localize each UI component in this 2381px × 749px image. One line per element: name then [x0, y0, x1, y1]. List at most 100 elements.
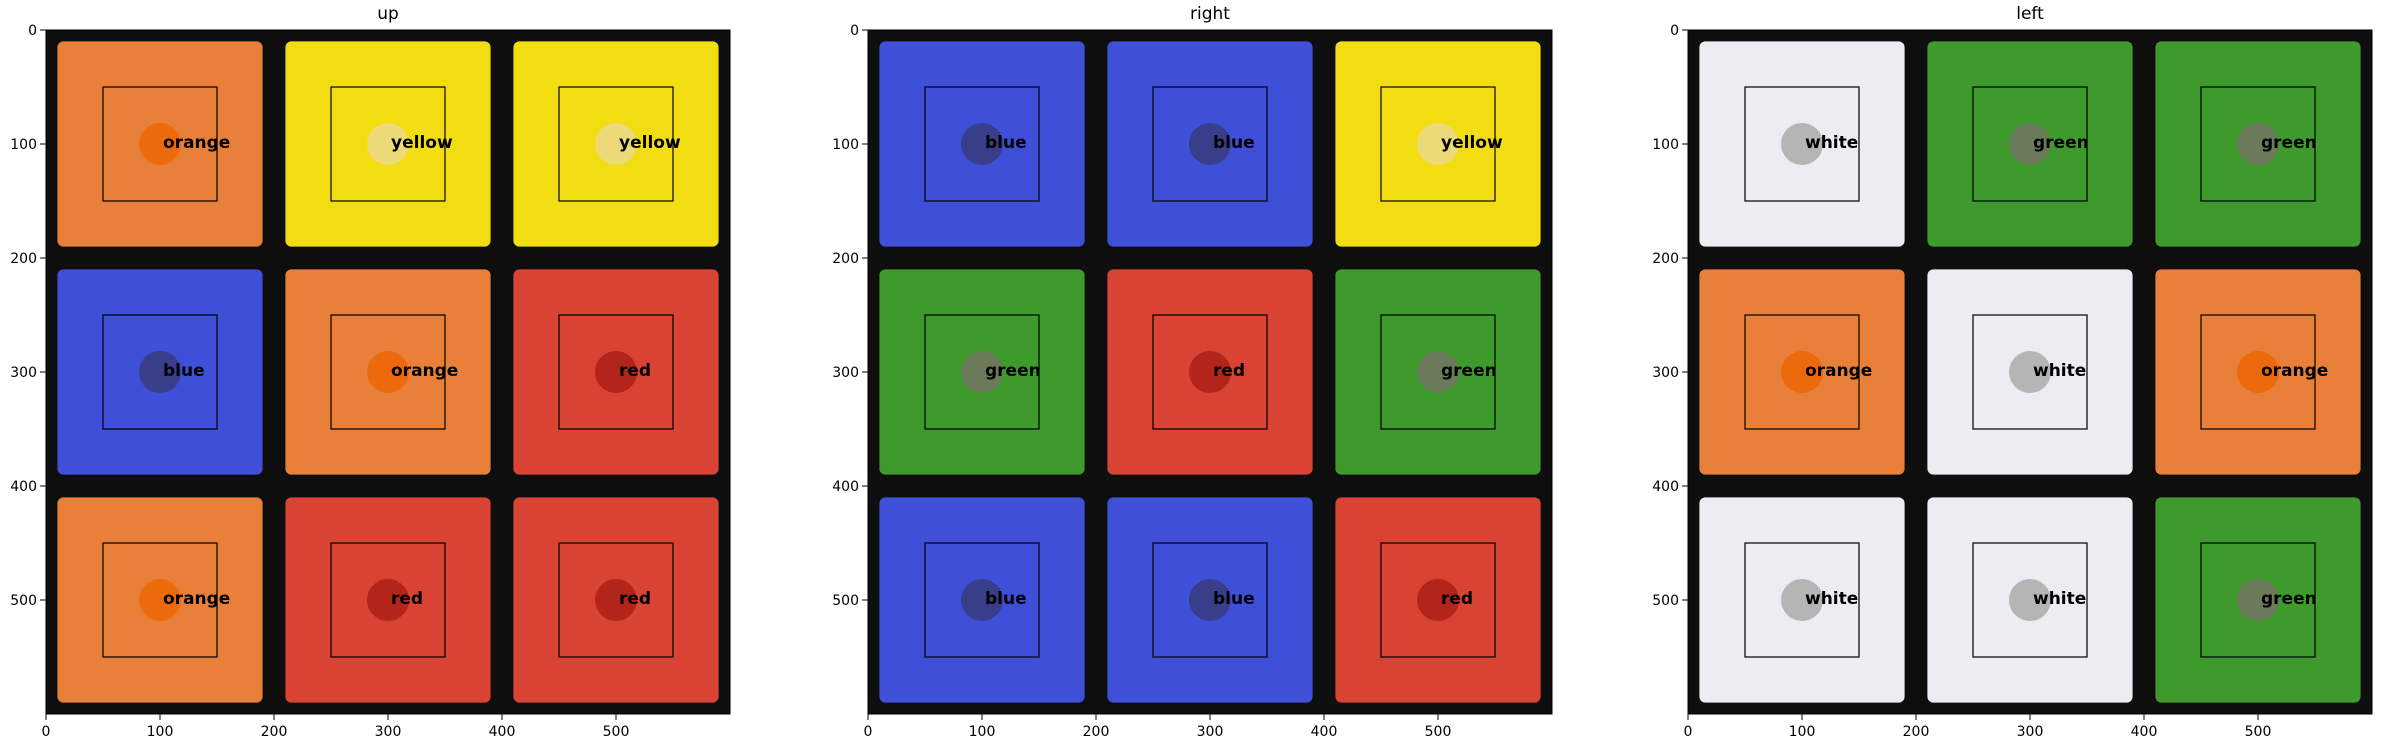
x-tick-label: 300 — [375, 724, 402, 740]
color-marker — [2009, 579, 2051, 621]
cell-label: green — [985, 361, 1041, 381]
panel-title: up — [377, 4, 399, 24]
x-tick-label: 200 — [261, 724, 288, 740]
color-marker — [2009, 123, 2051, 165]
y-tick-label: 400 — [832, 479, 859, 495]
cell-label: red — [619, 361, 651, 381]
sample-box — [1744, 314, 1860, 430]
color-marker — [961, 351, 1003, 393]
panel-up: up orange yellow yellow blue orange red orange r… — [10, 4, 731, 740]
cell-label: blue — [985, 133, 1027, 153]
panel-title: left — [2016, 4, 2044, 24]
y-tick-label: 0 — [28, 23, 37, 39]
color-marker — [367, 579, 409, 621]
color-marker — [961, 123, 1003, 165]
color-marker — [961, 579, 1003, 621]
x-tick-label: 300 — [1197, 724, 1224, 740]
cell-label: orange — [391, 361, 458, 381]
color-marker — [1781, 123, 1823, 165]
cell-label: red — [1213, 361, 1245, 381]
x-tick-label: 400 — [489, 724, 516, 740]
sample-box — [102, 314, 218, 430]
x-tick-label: 0 — [42, 724, 51, 740]
cell-label: yellow — [391, 133, 453, 153]
color-marker — [2009, 351, 2051, 393]
sample-box — [1744, 86, 1860, 202]
color-marker — [1189, 351, 1231, 393]
sample-box — [1152, 542, 1268, 658]
color-marker — [595, 351, 637, 393]
x-tick-label: 100 — [147, 724, 174, 740]
x-tick-label: 0 — [864, 724, 873, 740]
sample-box — [1744, 542, 1860, 658]
color-marker — [595, 123, 637, 165]
color-marker — [1417, 351, 1459, 393]
cell-label: white — [2033, 361, 2086, 381]
y-tick-label: 100 — [832, 137, 859, 153]
color-marker — [1189, 123, 1231, 165]
y-tick-label: 400 — [1652, 479, 1679, 495]
cell-label: green — [2261, 133, 2317, 153]
sample-box — [1380, 314, 1496, 430]
color-marker — [595, 579, 637, 621]
color-marker — [139, 351, 181, 393]
sample-box — [924, 542, 1040, 658]
x-tick-label: 100 — [1789, 724, 1816, 740]
cell-label: red — [619, 589, 651, 609]
y-tick-label: 400 — [10, 479, 37, 495]
cell-label: white — [1805, 133, 1858, 153]
color-marker — [367, 351, 409, 393]
y-tick-label: 300 — [832, 365, 859, 381]
y-tick-label: 0 — [1670, 23, 1679, 39]
color-marker — [367, 123, 409, 165]
color-marker — [1189, 579, 1231, 621]
cell-label: blue — [985, 589, 1027, 609]
sample-box — [1380, 86, 1496, 202]
sample-box — [1152, 86, 1268, 202]
x-tick-label: 400 — [2131, 724, 2158, 740]
cell-label: orange — [1805, 361, 1872, 381]
color-marker — [139, 123, 181, 165]
y-tick-label: 500 — [832, 593, 859, 609]
y-tick-label: 500 — [10, 593, 37, 609]
sample-box — [558, 314, 674, 430]
x-tick-label: 100 — [969, 724, 996, 740]
color-marker — [2237, 351, 2279, 393]
y-tick-label: 100 — [10, 137, 37, 153]
sample-box — [1972, 542, 2088, 658]
cell-label: red — [391, 589, 423, 609]
color-marker — [1781, 351, 1823, 393]
cell-label: orange — [163, 589, 230, 609]
cell-label: yellow — [619, 133, 681, 153]
cell-label: green — [2033, 133, 2089, 153]
color-marker — [1417, 579, 1459, 621]
sample-box — [330, 314, 446, 430]
cell-label: blue — [1213, 589, 1255, 609]
cell-label: orange — [2261, 361, 2328, 381]
cell-label: blue — [1213, 133, 1255, 153]
sample-box — [2200, 86, 2316, 202]
sample-box — [1972, 86, 2088, 202]
x-tick-label: 500 — [603, 724, 630, 740]
y-tick-label: 0 — [850, 23, 859, 39]
cell-label: orange — [163, 133, 230, 153]
cell-label: white — [2033, 589, 2086, 609]
cell-label: red — [1441, 589, 1473, 609]
sample-box — [102, 86, 218, 202]
y-tick-label: 100 — [1652, 137, 1679, 153]
x-tick-label: 0 — [1684, 724, 1693, 740]
sample-box — [330, 542, 446, 658]
sample-box — [1972, 314, 2088, 430]
color-marker — [1781, 579, 1823, 621]
sample-box — [924, 314, 1040, 430]
panel-title: right — [1190, 4, 1230, 24]
cell-label: green — [1441, 361, 1497, 381]
color-marker — [2237, 123, 2279, 165]
panel-right: right blue blue yellow green red green blue blue… — [832, 4, 1553, 740]
color-marker — [1417, 123, 1459, 165]
cell-label: white — [1805, 589, 1858, 609]
sample-box — [558, 542, 674, 658]
sample-box — [1380, 542, 1496, 658]
x-tick-label: 500 — [2245, 724, 2272, 740]
